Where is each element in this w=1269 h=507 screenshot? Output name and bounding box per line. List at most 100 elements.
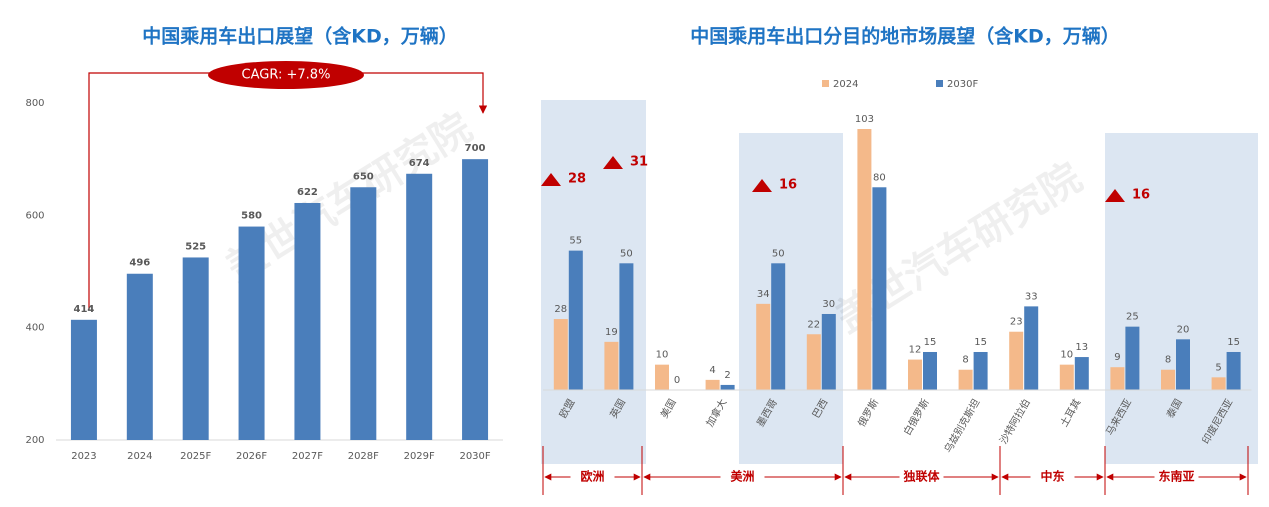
x-tick-label: 2023 [71, 451, 96, 462]
increment-triangle [541, 173, 561, 186]
data-label: 28 [554, 304, 567, 315]
x-tick-label: 2025F [180, 451, 211, 462]
bar [568, 250, 583, 390]
x-tick-label: 2029F [404, 451, 435, 462]
y-tick-label: 800 [25, 98, 44, 109]
increment-triangle [1105, 189, 1125, 202]
bar [1226, 351, 1241, 390]
data-label: 34 [757, 289, 770, 300]
legend-swatch [822, 80, 829, 87]
bar [756, 303, 771, 390]
data-label: 496 [129, 258, 150, 269]
bar [604, 341, 619, 390]
bar [1024, 306, 1039, 390]
bar [182, 257, 209, 440]
cagr-text: CAGR: +7.8% [242, 68, 331, 83]
data-label: 700 [465, 143, 486, 154]
x-tick-label: 加拿大 [703, 397, 729, 429]
x-tick-label: 2026F [236, 451, 267, 462]
chart-title: 中国乘用车出口展望（含KD，万辆） [142, 25, 458, 48]
bar [126, 273, 153, 440]
bar [655, 364, 669, 390]
bar [857, 128, 872, 391]
increment-triangle [603, 156, 623, 169]
bar [553, 319, 568, 390]
data-label: 10 [656, 350, 669, 361]
bar [872, 187, 887, 390]
data-label: 30 [822, 299, 835, 310]
x-tick-label: 沙特阿拉伯 [997, 397, 1033, 447]
increment-label: 28 [568, 172, 586, 187]
group-label: 美洲 [730, 469, 754, 484]
chart-title: 中国乘用车出口分目的地市场展望（含KD，万辆） [690, 25, 1120, 48]
cagr-badge [208, 61, 364, 89]
x-tick-label: 2030F [459, 451, 490, 462]
data-label: 622 [297, 187, 318, 198]
group-label: 独联体 [902, 469, 940, 484]
data-label: 25 [1126, 312, 1139, 323]
data-label: 8 [962, 355, 968, 366]
bar [821, 313, 836, 390]
data-label: 20 [1177, 324, 1190, 335]
increment-label: 16 [1132, 188, 1150, 203]
bar [720, 384, 735, 390]
y-tick-label: 400 [25, 323, 44, 334]
data-label: 12 [909, 345, 922, 356]
data-label: 8 [1165, 355, 1171, 366]
data-label: 33 [1025, 291, 1038, 302]
legend-label: 2030F [947, 79, 978, 90]
legend-label: 2024 [833, 79, 858, 90]
data-label: 55 [569, 236, 582, 247]
legend-swatch [936, 80, 943, 87]
data-label: 525 [185, 241, 206, 252]
data-label: 15 [974, 337, 987, 348]
data-label: 13 [1075, 342, 1088, 353]
data-label: 15 [924, 337, 937, 348]
y-tick-label: 200 [25, 435, 44, 446]
x-tick-label: 2028F [348, 451, 379, 462]
region-shade [1105, 133, 1258, 464]
bar [908, 359, 922, 390]
bar [1059, 364, 1074, 390]
data-label: 50 [772, 248, 785, 259]
bar [958, 369, 973, 390]
group-label: 东南亚 [1158, 469, 1194, 484]
increment-label: 16 [779, 178, 797, 193]
data-label: 103 [855, 114, 874, 125]
data-label: 19 [605, 327, 618, 338]
bar [238, 226, 265, 440]
data-label: 80 [873, 172, 886, 183]
group-label: 中东 [1040, 469, 1064, 484]
data-label: 580 [241, 211, 262, 222]
bar [806, 334, 821, 390]
data-label: 5 [1215, 362, 1221, 373]
x-tick-label: 土耳其 [1057, 397, 1083, 429]
bar [1176, 339, 1190, 390]
data-label: 414 [74, 304, 95, 315]
bar [1125, 326, 1140, 390]
y-tick-label: 600 [25, 210, 44, 221]
bar [705, 379, 720, 390]
bar [70, 319, 97, 440]
bar [462, 159, 489, 440]
data-label: 10 [1060, 350, 1073, 361]
data-label: 23 [1010, 317, 1023, 328]
data-label: 4 [709, 365, 715, 376]
bar [1009, 331, 1024, 390]
data-label: 15 [1227, 337, 1240, 348]
data-label: 2 [724, 370, 730, 381]
bar [1211, 377, 1226, 390]
data-label: 50 [620, 248, 633, 259]
x-tick-label: 俄罗斯 [855, 397, 881, 429]
bar [350, 187, 377, 440]
bar [1074, 357, 1089, 390]
x-tick-label: 美国 [657, 397, 678, 421]
bar [973, 351, 988, 390]
bar [923, 351, 937, 390]
x-tick-label: 2024 [127, 451, 152, 462]
group-label: 欧洲 [580, 469, 604, 484]
x-tick-label: 乌兹别克斯坦 [941, 397, 982, 455]
x-tick-label: 2027F [292, 451, 323, 462]
data-label: 22 [807, 319, 820, 330]
